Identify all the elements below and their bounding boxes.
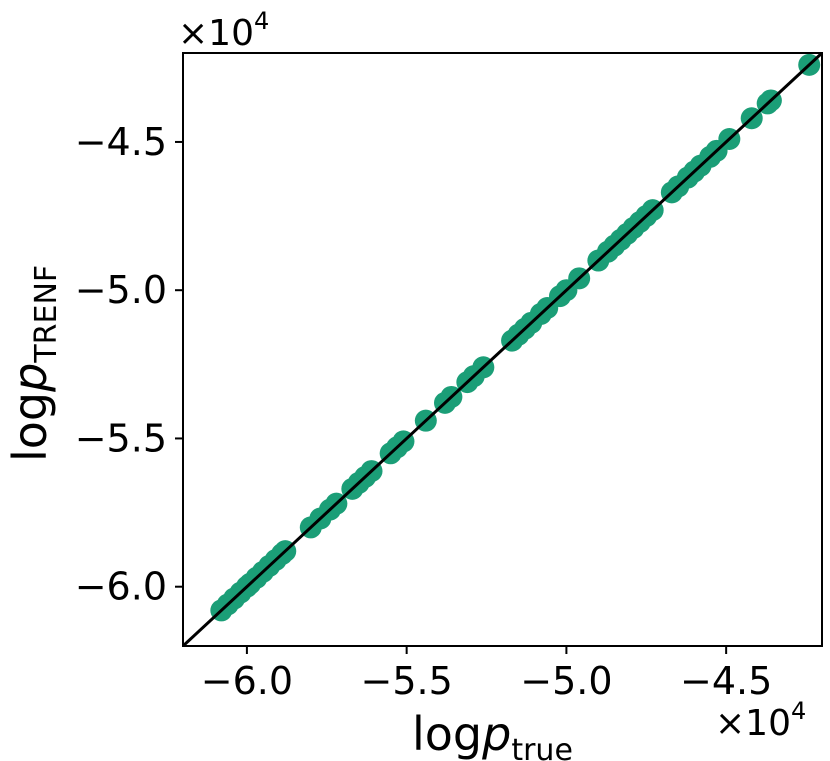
plot-marks (181, 51, 824, 648)
axis-ticks: −6.0 −5.5 −5.0 −4.5 −6.0 −5.5 −5.0 −4.5 (75, 120, 773, 703)
y-tick-label: −5.5 (75, 416, 167, 460)
x-tick-label: −5.0 (520, 659, 612, 703)
plot-frame (182, 52, 823, 647)
y-tick-label: −4.5 (75, 120, 167, 164)
y-tick-label: −5.0 (75, 268, 167, 312)
identity-line (181, 51, 824, 648)
x-axis-title: logptrue (412, 707, 573, 761)
y-axis-title: logpTRENF (3, 265, 64, 462)
x-tick-label: −5.5 (361, 659, 453, 703)
y-tick-label: −6.0 (75, 565, 167, 609)
x-offset-label: ×104 (715, 697, 806, 744)
y-offset-label: ×104 (178, 7, 269, 54)
x-tick-label: −6.0 (201, 659, 293, 703)
x-tick-label: −4.5 (680, 659, 772, 703)
